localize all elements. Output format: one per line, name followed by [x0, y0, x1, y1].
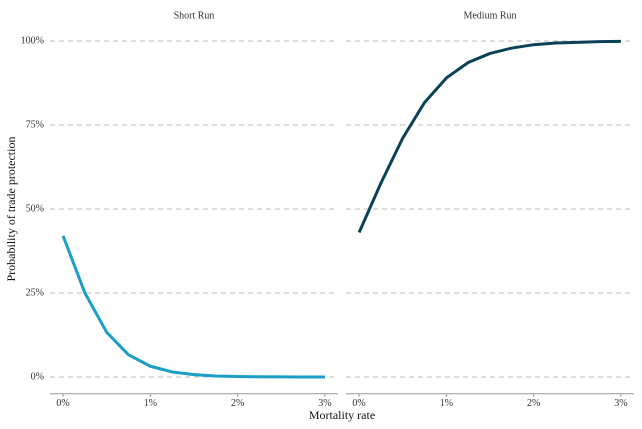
line	[357, 39, 621, 234]
x-tick-label: 0%	[352, 398, 365, 409]
x-tick-label: 1%	[144, 398, 157, 409]
y-tick-label: 75%	[26, 119, 44, 130]
panel-title: Medium Run	[463, 10, 516, 21]
x-axis-title: Mortality rate	[309, 408, 375, 422]
x-tick-label: 1%	[440, 398, 453, 409]
x-tick-label: 2%	[527, 398, 540, 409]
x-tick-label: 0%	[56, 398, 69, 409]
line	[61, 235, 325, 379]
panel-title: Short Run	[174, 10, 215, 21]
y-axis-title: Probability of trade protection	[4, 137, 18, 282]
y-tick-label: 50%	[26, 203, 44, 214]
x-tick-label: 3%	[318, 398, 331, 409]
y-tick-label: 100%	[21, 35, 44, 46]
y-tick-label: 25%	[26, 287, 44, 298]
x-tick-label: 3%	[614, 398, 627, 409]
y-tick-label: 0%	[31, 371, 44, 382]
x-tick-label: 2%	[231, 398, 244, 409]
